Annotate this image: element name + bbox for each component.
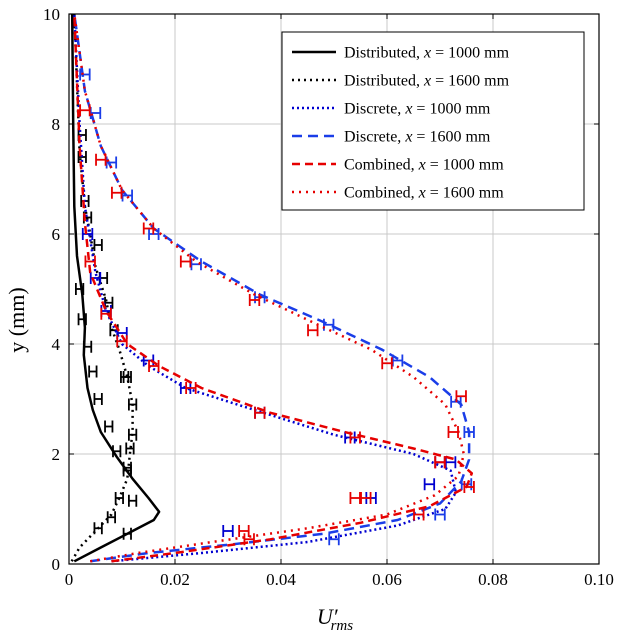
plot-area-border	[68, 13, 600, 565]
error-bar	[84, 255, 96, 268]
legend-label: Combined, x = 1000 mm	[344, 157, 504, 174]
error-bar	[77, 313, 87, 326]
legend-label: Distributed, x = 1600 mm	[344, 73, 510, 90]
legend-label: Distributed, x = 1000 mm	[344, 45, 510, 62]
error-bar	[127, 398, 138, 411]
plot-frame	[68, 13, 600, 565]
error-bar	[391, 354, 404, 367]
legend-label: Discrete, x = 1600 mm	[344, 129, 491, 146]
error-bar	[93, 522, 103, 535]
error-bar	[222, 525, 234, 537]
error-bar	[112, 445, 122, 458]
legend-entry-1: Distributed, x = 1000 mm	[292, 45, 510, 62]
y-tick-label: 8	[52, 115, 61, 134]
error-bar	[349, 492, 361, 504]
series-5	[73, 13, 475, 563]
x-axis-title: U′rms	[317, 604, 353, 634]
error-bar	[127, 494, 138, 507]
y-tick-label: 6	[52, 225, 61, 244]
y-axis-title: y (mm)	[4, 287, 29, 352]
series-layer	[70, 13, 475, 563]
error-bar	[148, 360, 160, 372]
error-bar	[238, 525, 250, 537]
error-bar	[248, 294, 261, 306]
error-bar	[349, 431, 361, 444]
error-bar	[93, 393, 103, 405]
error-bar	[444, 456, 457, 469]
legend-label: Combined, x = 1600 mm	[344, 185, 504, 202]
series-1	[70, 13, 161, 563]
error-bar	[74, 283, 85, 295]
error-bar	[93, 239, 103, 251]
error-bar	[447, 426, 459, 438]
error-bar	[120, 371, 130, 383]
series-line	[73, 13, 474, 563]
error-bar	[122, 464, 132, 477]
error-bar	[254, 406, 266, 419]
error-bar	[360, 492, 372, 504]
error-bar	[179, 255, 192, 268]
error-bar	[111, 186, 123, 199]
error-bar	[77, 151, 87, 163]
error-bar	[82, 340, 93, 353]
x-tick-label: 0.06	[372, 570, 402, 589]
x-tick-label: 0.02	[160, 570, 190, 589]
error-bar	[114, 492, 124, 504]
series-line	[73, 13, 471, 563]
error-bar	[127, 428, 138, 441]
x-tick-label: 0	[65, 570, 74, 589]
error-bar	[88, 365, 98, 378]
error-bar	[125, 442, 135, 455]
y-tick-label: 2	[52, 445, 61, 464]
error-bar	[243, 533, 255, 546]
series-line	[73, 13, 458, 563]
error-bar	[463, 481, 475, 493]
error-bar	[89, 107, 102, 119]
x-tick-label: 0.08	[478, 570, 508, 589]
y-tick-label: 10	[43, 5, 60, 24]
error-bar	[434, 508, 446, 521]
error-bar	[95, 153, 107, 166]
error-bar	[185, 382, 197, 394]
error-bar	[307, 324, 319, 337]
legend-entry-4: Discrete, x = 1600 mm	[292, 129, 491, 146]
axis-ticks: 0 0.02 0.04 0.06 0.08 0.10 0 2 4 6 8 10	[43, 5, 614, 589]
error-bar	[100, 307, 112, 320]
series-line	[70, 13, 161, 563]
error-bar	[463, 426, 475, 438]
legend-label: Discrete, x = 1000 mm	[344, 101, 491, 118]
error-bar	[104, 420, 114, 433]
error-bar	[455, 390, 467, 403]
error-bar	[81, 228, 94, 240]
error-bar	[105, 156, 118, 169]
y-tick-label: 4	[52, 335, 61, 354]
legend-entry-6: Combined, x = 1600 mm	[292, 185, 504, 202]
legend-entry-5: Combined, x = 1000 mm	[292, 157, 504, 174]
error-bar	[328, 533, 340, 546]
error-bar	[122, 527, 132, 540]
legend-entry-3: Discrete, x = 1000 mm	[292, 101, 491, 118]
x-tick-label: 0.10	[584, 570, 614, 589]
error-bar	[79, 104, 91, 117]
legend: Distributed, x = 1000 mm Distributed, x =…	[281, 31, 585, 211]
error-bar	[413, 508, 425, 521]
legend-entry-2: Distributed, x = 1600 mm	[292, 73, 510, 90]
error-bar	[423, 478, 436, 491]
series-4	[73, 13, 475, 563]
error-bar	[434, 456, 446, 469]
y-tick-label: 0	[52, 555, 61, 574]
error-bar	[116, 335, 128, 348]
x-tick-label: 0.04	[266, 570, 296, 589]
error-bar	[106, 511, 117, 524]
series-6	[73, 13, 467, 563]
legend-box	[281, 31, 585, 211]
error-bar	[142, 222, 155, 235]
error-bar	[381, 357, 393, 370]
